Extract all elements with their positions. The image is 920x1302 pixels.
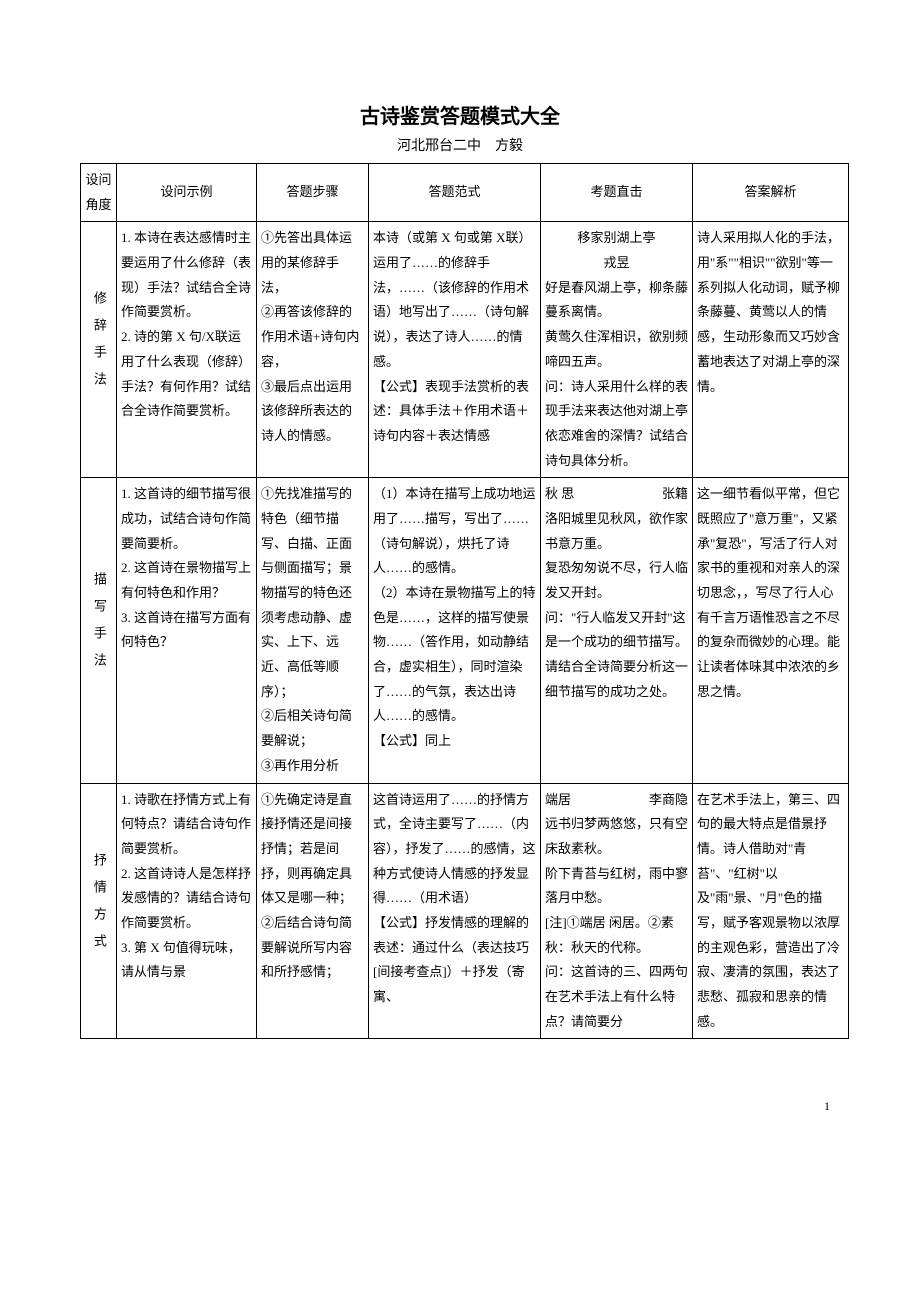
col-exam: 考题直击	[541, 164, 693, 222]
table-header-row: 设问角度 设问示例 答题步骤 答题范式 考题直击 答案解析	[81, 164, 849, 222]
poem-title: 秋 思	[545, 486, 574, 501]
exam-cell: 端居 李商隐 远书归梦两悠悠，只有空床敌素秋。阶下青苔与红树，雨中寥落月中愁。[…	[541, 783, 693, 1039]
col-angle: 设问角度	[81, 164, 117, 222]
poem-body: 洛阳城里见秋风，欲作家书意万重。复恐匆匆说不尽，行人临发又开封。 问："行人临发…	[545, 507, 688, 705]
col-analysis: 答案解析	[693, 164, 849, 222]
poem-title: 端居	[545, 792, 571, 807]
angle-cell: 修辞手法	[81, 222, 117, 478]
example-cell: 1. 诗歌在抒情方式上有何特点？请结合诗句作简要赏析。2. 这首诗诗人是怎样抒发…	[117, 783, 257, 1039]
table-row: 抒情方式 1. 诗歌在抒情方式上有何特点？请结合诗句作简要赏析。2. 这首诗诗人…	[81, 783, 849, 1039]
col-pattern: 答题范式	[369, 164, 541, 222]
pattern-cell: （1）本诗在描写上成功地运用了……描写，写出了……（诗句解说），烘托了诗人……的…	[369, 478, 541, 783]
col-steps: 答题步骤	[257, 164, 369, 222]
pattern-cell: 本诗（或第 X 句或第 X联）运用了……的修辞手法，……（该修辞的作用术语）地写…	[369, 222, 541, 478]
example-cell: 1. 这首诗的细节描写很成功，试结合诗句作简要简要析。2. 这首诗在景物描写上有…	[117, 478, 257, 783]
example-cell: 1. 本诗在表达感情时主要运用了什么修辞（表现）手法？试结合全诗作简要赏析。2.…	[117, 222, 257, 478]
poem-body: 好是春风湖上亭，柳条藤蔓系离情。黄莺久住浑相识，欲别频啼四五声。问：诗人采用什么…	[545, 276, 688, 474]
poem-title-line: 端居 李商隐	[545, 788, 688, 813]
exam-cell: 秋 思 张籍 洛阳城里见秋风，欲作家书意万重。复恐匆匆说不尽，行人临发又开封。 …	[541, 478, 693, 783]
analysis-cell: 诗人采用拟人化的手法，用"系""相识""欲别"等一系列拟人化动词，赋予柳条藤蔓、…	[693, 222, 849, 478]
steps-cell: ①先确定诗是直接抒情还是间接抒情；若是间抒，则再确定具体又是哪一种；②后结合诗句…	[257, 783, 369, 1039]
table-row: 修辞手法 1. 本诗在表达感情时主要运用了什么修辞（表现）手法？试结合全诗作简要…	[81, 222, 849, 478]
steps-cell: ①先答出具体运用的某修辞手法，②再答该修辞的作用术语+诗句内容，③最后点出运用该…	[257, 222, 369, 478]
poem-title-line: 秋 思 张籍	[545, 482, 688, 507]
analysis-cell: 这一细节看似平常，但它既照应了"意万重"，又紧承"复恐"，写活了行人对家书的重视…	[693, 478, 849, 783]
poem-author: 戎昱	[545, 251, 688, 276]
pattern-cell: 这首诗运用了……的抒情方式，全诗主要写了……（内容），抒发了……的感情，这种方式…	[369, 783, 541, 1039]
poem-body: 远书归梦两悠悠，只有空床敌素秋。阶下青苔与红树，雨中寥落月中愁。[注]①端居 闲…	[545, 812, 688, 1034]
angle-cell: 抒情方式	[81, 783, 117, 1039]
page-number: 1	[0, 1079, 920, 1114]
poem-author: 李商隐	[649, 788, 688, 813]
content-table: 设问角度 设问示例 答题步骤 答题范式 考题直击 答案解析 修辞手法 1. 本诗…	[80, 163, 849, 1039]
table-row: 描写手法 1. 这首诗的细节描写很成功，试结合诗句作简要简要析。2. 这首诗在景…	[81, 478, 849, 783]
angle-cell: 描写手法	[81, 478, 117, 783]
col-example: 设问示例	[117, 164, 257, 222]
poem-author: 张籍	[662, 482, 688, 507]
page-subtitle: 河北邢台二中 方毅	[80, 135, 840, 155]
exam-cell: 移家别湖上亭 戎昱 好是春风湖上亭，柳条藤蔓系离情。黄莺久住浑相识，欲别频啼四五…	[541, 222, 693, 478]
page-title: 古诗鉴赏答题模式大全	[80, 100, 840, 129]
analysis-cell: 在艺术手法上，第三、四句的最大特点是借景抒情。诗人借助对"青苔"、"红树"以及"…	[693, 783, 849, 1039]
poem-title: 移家别湖上亭	[545, 226, 688, 251]
steps-cell: ①先找准描写的特色（细节描写、白描、正面与侧面描写；景物描写的特色还须考虑动静、…	[257, 478, 369, 783]
